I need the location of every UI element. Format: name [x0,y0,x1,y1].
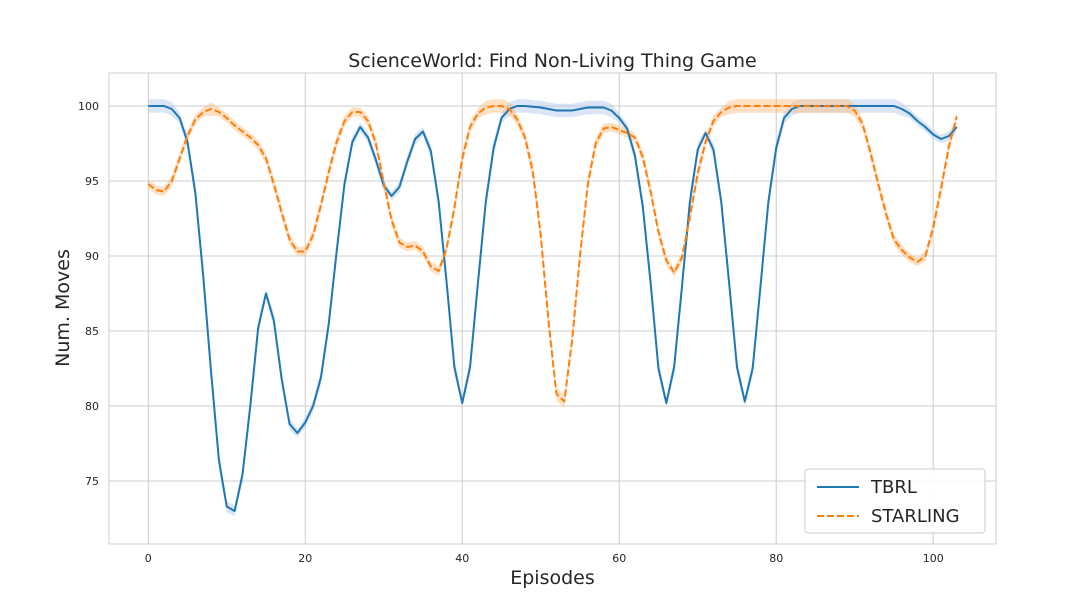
y-tick-label: 95 [85,175,99,188]
plot-frame [108,72,997,545]
x-tick-label: 80 [769,552,783,565]
x-tick-label: 60 [612,552,626,565]
x-tick-label: 100 [923,552,944,565]
y-tick-label: 75 [85,475,99,488]
x-tick-label: 20 [298,552,312,565]
series-line-tbrl [148,105,958,512]
series-line-starling [147,105,958,403]
tick-labels: 0 20 40 60 80 100 75 80 85 90 95 100 [78,100,944,565]
x-tick-label: 0 [145,552,152,565]
legend: TBRL STARLING [804,468,986,534]
y-axis-label: Num. Moves [52,249,74,367]
y-tick-label: 90 [85,250,99,263]
series-lines [147,105,958,512]
y-tick-label: 80 [85,400,99,413]
x-tick-label: 40 [455,552,469,565]
chart-title: ScienceWorld: Find Non-Living Thing Game [348,50,756,72]
legend-label-starling: STARLING [871,506,960,527]
y-tick-label: 85 [85,325,99,338]
y-tick-label: 100 [78,100,99,113]
legend-label-tbrl: TBRL [870,477,917,498]
x-axis-label: Episodes [510,567,595,589]
